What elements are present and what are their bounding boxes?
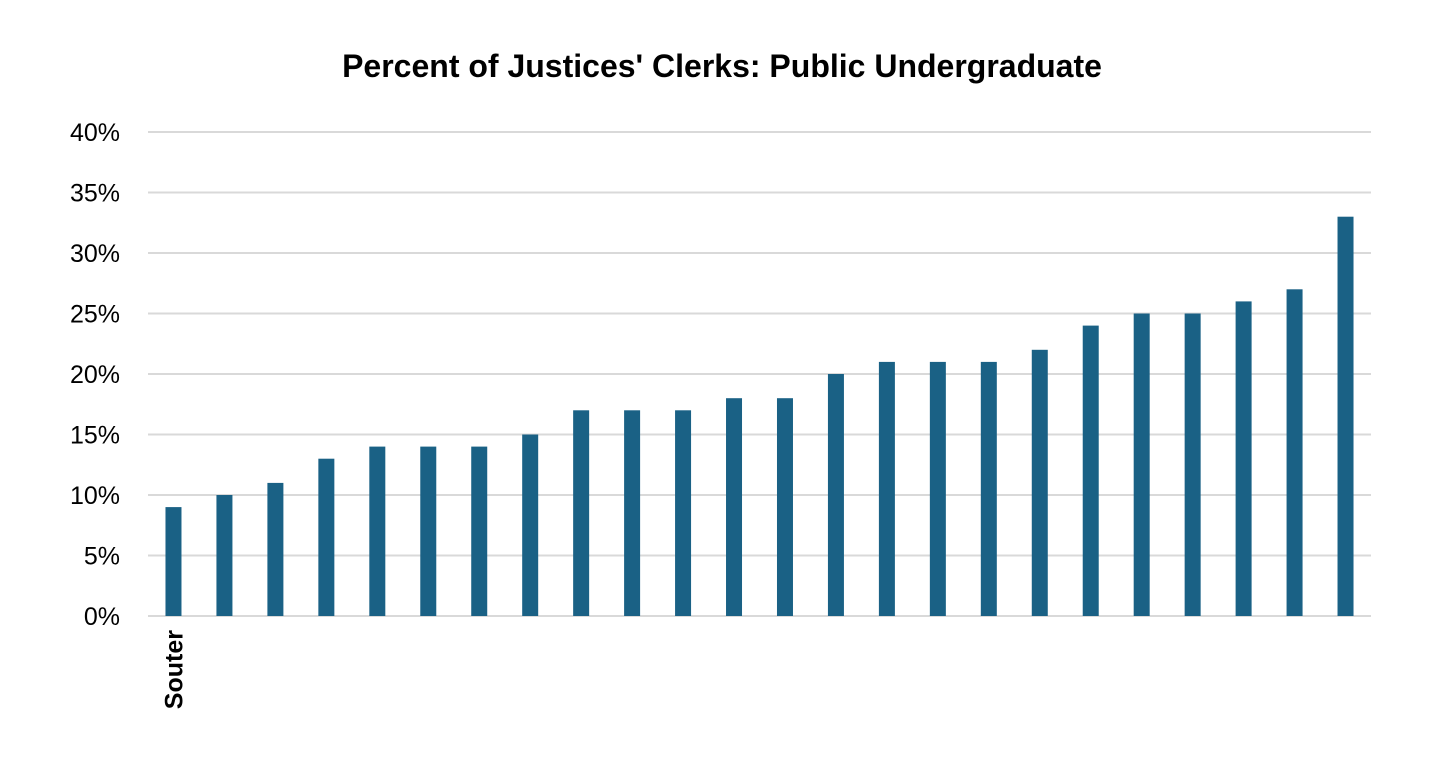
y-tick-label: 30%	[70, 240, 120, 268]
bar	[1235, 301, 1252, 616]
bar	[980, 361, 997, 616]
bar	[726, 398, 743, 616]
y-tick-label: 0%	[84, 603, 120, 631]
bar	[522, 434, 539, 616]
bar	[827, 374, 844, 616]
bar	[1286, 289, 1303, 616]
bar	[878, 361, 895, 616]
bar	[471, 446, 488, 616]
bar	[776, 398, 793, 616]
bar	[1082, 325, 1099, 616]
chart-title: Percent of Justices' Clerks: Public Unde…	[342, 48, 1102, 84]
y-tick-label: 20%	[70, 361, 120, 389]
bar	[1337, 216, 1354, 616]
y-tick-label: 35%	[70, 180, 120, 208]
bar	[165, 507, 182, 616]
y-tick-label: 25%	[70, 301, 120, 329]
bar	[1133, 313, 1150, 616]
bar	[624, 410, 641, 616]
bar	[216, 495, 233, 616]
bar	[675, 410, 692, 616]
bar	[1184, 313, 1201, 616]
bar	[267, 482, 284, 616]
bar	[1031, 349, 1048, 616]
bar	[573, 410, 590, 616]
y-tick-label: 15%	[70, 422, 120, 450]
gridlines	[148, 131, 1371, 617]
x-axis-category-labels: Souter	[160, 630, 188, 709]
bar	[318, 458, 335, 616]
bar	[369, 446, 386, 616]
bar	[929, 361, 946, 616]
bars	[165, 216, 1354, 616]
y-axis-tick-labels: 0% 5% 10% 15% 20% 25% 30% 35% 40%	[70, 119, 120, 631]
bar	[420, 446, 437, 616]
y-tick-label: 10%	[70, 482, 120, 510]
y-tick-label: 40%	[70, 119, 120, 147]
x-category-label: Souter	[160, 630, 188, 709]
y-tick-label: 5%	[84, 543, 120, 571]
